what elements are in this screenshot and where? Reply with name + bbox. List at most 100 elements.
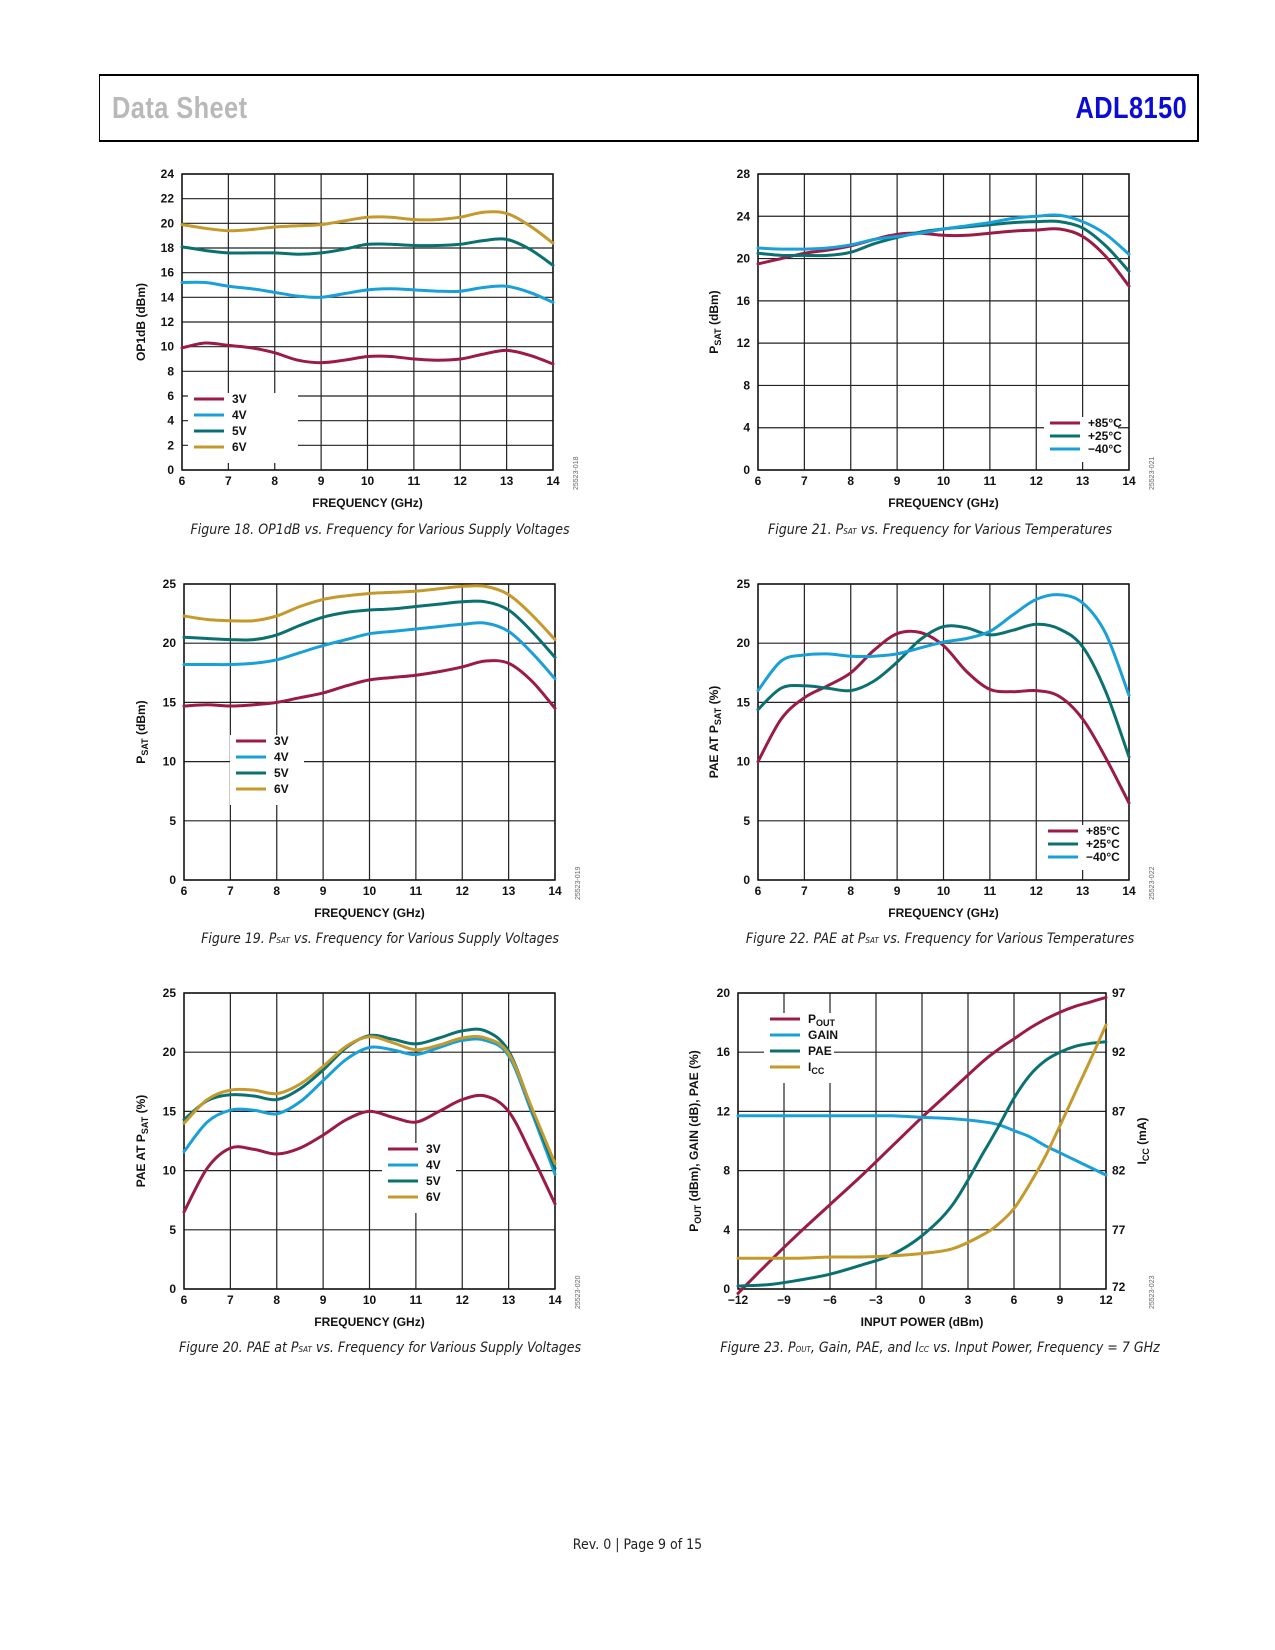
y-tick-label: 20 bbox=[737, 636, 751, 650]
y-axis-label-rest: (dBm), GAIN (dB), PAE (%) bbox=[687, 1050, 701, 1204]
x-tick-label: 11 bbox=[984, 474, 997, 488]
legend-label: GAIN bbox=[808, 1028, 838, 1042]
figure-caption-fig20: Figure 20. PAE at PSAT vs. Frequency for… bbox=[128, 1340, 632, 1356]
y-tick-label: 0 bbox=[169, 873, 176, 887]
caption-subscript: OUT bbox=[795, 1345, 811, 1354]
x-tick-label: 9 bbox=[894, 884, 901, 898]
y2-tick-label: 82 bbox=[1112, 1164, 1126, 1178]
figure-code: 25523-019 bbox=[575, 866, 582, 900]
y-axis-label-rest: (%) bbox=[707, 686, 721, 708]
y-axis-label: PAE AT PSAT (%) bbox=[134, 1095, 150, 1187]
y2-tick-label: 72 bbox=[1112, 1280, 1126, 1294]
y-axis-label-sub: SAT bbox=[140, 1116, 150, 1134]
series-line-gain bbox=[736, 1114, 1108, 1177]
x-tick-label: 10 bbox=[937, 474, 951, 488]
x-tick-label: 7 bbox=[225, 474, 232, 488]
y-axis-label-main: PAE AT P bbox=[707, 725, 721, 778]
x-tick-label: 13 bbox=[1076, 474, 1090, 488]
x-tick-label: 11 bbox=[408, 474, 421, 488]
x-tick-label: 12 bbox=[456, 1293, 470, 1307]
figure-code: 25523-023 bbox=[1149, 1275, 1156, 1309]
plot-frame bbox=[183, 992, 556, 1290]
figure-caption-fig18: Figure 18. OP1dB vs. Frequency for Vario… bbox=[128, 522, 632, 538]
y-axis-label-sub: SAT bbox=[713, 328, 723, 346]
legend-label: 3V bbox=[274, 734, 289, 748]
caption-subscript: SAT bbox=[298, 1345, 312, 1354]
y-tick-label: 25 bbox=[163, 986, 177, 1000]
header-doc-type: Data Sheet bbox=[112, 90, 248, 125]
x-tick-label: 3 bbox=[965, 1293, 972, 1307]
x-tick-label: 8 bbox=[273, 884, 280, 898]
y-tick-label: 18 bbox=[161, 241, 175, 255]
figure-caption-fig21: Figure 21. PSAT vs. Frequency for Variou… bbox=[688, 522, 1192, 538]
caption-subscript: SAT bbox=[276, 936, 290, 945]
y-tick-label: 2 bbox=[167, 438, 174, 452]
caption-subscript: SAT bbox=[843, 527, 857, 536]
legend-label: 4V bbox=[426, 1158, 441, 1172]
caption-text: vs. Input Power, Frequency = 7 GHz bbox=[928, 1340, 1160, 1356]
x-tick-label: 14 bbox=[548, 884, 562, 898]
x-tick-label: 6 bbox=[181, 1293, 188, 1307]
y-tick-label: 24 bbox=[737, 209, 751, 223]
plot-frame bbox=[737, 992, 1107, 1290]
y-axis-label: PAE AT PSAT (%) bbox=[707, 686, 723, 778]
figure-caption-fig23: Figure 23. POUT, Gain, PAE, and ICC vs. … bbox=[688, 1340, 1192, 1356]
x-tick-label: −6 bbox=[823, 1293, 837, 1307]
x-tick-label: 12 bbox=[456, 884, 470, 898]
x-tick-label: 11 bbox=[410, 1293, 423, 1307]
y-tick-label: 15 bbox=[737, 695, 751, 709]
series-line-pae bbox=[736, 1040, 1108, 1288]
chart-fig23: −12 −9 −6 −3 0 3 6 9 12048121620727782879297POUT… bbox=[687, 986, 1156, 1329]
x-tick-label: 7 bbox=[801, 884, 808, 898]
y-tick-label: 20 bbox=[161, 216, 175, 230]
y2-axis-label-rest: (mA) bbox=[1135, 1117, 1149, 1148]
legend-label: 6V bbox=[274, 782, 289, 796]
x-tick-label: 7 bbox=[227, 1293, 234, 1307]
x-axis-label: FREQUENCY (GHz) bbox=[314, 1315, 424, 1329]
series-line-25c bbox=[756, 622, 1131, 759]
x-tick-label: 14 bbox=[1122, 884, 1136, 898]
x-tick-label: 6 bbox=[755, 884, 762, 898]
legend-label: +25°C bbox=[1088, 429, 1122, 443]
x-tick-label: 8 bbox=[273, 1293, 280, 1307]
y-tick-label: 10 bbox=[163, 1164, 177, 1178]
series-line-3v bbox=[180, 341, 555, 366]
caption-text: Figure 18. OP1dB vs. Frequency for Vario… bbox=[190, 522, 570, 538]
x-tick-label: 12 bbox=[454, 474, 468, 488]
y-tick-label: 20 bbox=[737, 252, 751, 266]
y-tick-label: 16 bbox=[161, 266, 175, 280]
x-axis-label: FREQUENCY (GHz) bbox=[312, 496, 422, 510]
caption-text: Figure 21. P bbox=[767, 522, 844, 538]
series-line-6v bbox=[180, 210, 555, 245]
x-tick-label: 9 bbox=[1057, 1293, 1064, 1307]
series-line-4v bbox=[180, 280, 555, 304]
x-tick-label: 8 bbox=[847, 884, 854, 898]
caption-text: , Gain, PAE, and I bbox=[810, 1340, 919, 1356]
x-tick-label: 7 bbox=[801, 474, 808, 488]
x-tick-label: −3 bbox=[869, 1293, 883, 1307]
series-line-6v bbox=[182, 1035, 557, 1165]
y-tick-label: 12 bbox=[737, 336, 751, 350]
y-tick-label: 10 bbox=[737, 755, 751, 769]
y-axis-label-sub: SAT bbox=[140, 738, 150, 756]
y-tick-label: 16 bbox=[717, 1045, 731, 1059]
legend-label: 5V bbox=[232, 424, 247, 438]
y-axis-label-main: PAE AT P bbox=[134, 1134, 148, 1187]
legend-label: 5V bbox=[426, 1174, 441, 1188]
y-axis-label-main: P bbox=[707, 346, 721, 354]
header-part-number[interactable]: ADL8150 bbox=[1075, 90, 1187, 125]
x-tick-label: 13 bbox=[1076, 884, 1090, 898]
x-tick-label: −9 bbox=[777, 1293, 791, 1307]
x-tick-label: 13 bbox=[502, 1293, 516, 1307]
chart-fig22: 6 7 8 9 10 11 12 13 14 0 5 10 15 20 25 +85°C+25°C−40°C F… bbox=[707, 577, 1156, 920]
y-tick-label: 8 bbox=[723, 1164, 730, 1178]
figure-code: 25523-018 bbox=[573, 456, 580, 490]
caption-text: vs. Frequency for Various Supply Voltage… bbox=[311, 1340, 582, 1356]
series-line-3v bbox=[182, 659, 557, 710]
y2-tick-label: 97 bbox=[1112, 986, 1126, 1000]
y-tick-label: 0 bbox=[169, 1282, 176, 1296]
y-axis-label-rest: (dBm) bbox=[707, 290, 721, 328]
x-tick-label: 12 bbox=[1099, 1293, 1113, 1307]
series-line-40c bbox=[756, 593, 1131, 697]
y-tick-label: 5 bbox=[169, 814, 176, 828]
